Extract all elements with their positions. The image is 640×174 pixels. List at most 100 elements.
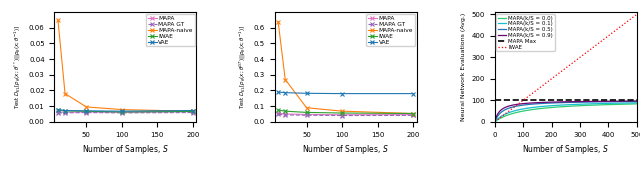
MAPA-naive <box>61 93 69 95</box>
MAPA <box>275 112 282 114</box>
MAPA(k/S = 0.0) <box>630 103 637 105</box>
MAPA(k/S = 0.9) <box>575 101 583 103</box>
VAE <box>303 92 310 94</box>
MAPA(k/S = 0.0) <box>491 121 499 123</box>
Line: MAPA GT: MAPA GT <box>276 113 415 117</box>
Line: IWAE: IWAE <box>495 14 637 122</box>
MAPA(k/S = 0.0) <box>575 105 583 107</box>
MAPA(k/S = 0.1) <box>575 103 583 105</box>
MAPA(k/S = 0.0) <box>633 103 640 105</box>
IWAE <box>282 110 289 112</box>
Legend: MAPA, MAPA GT, MAPA-naive, IWAE, VAE: MAPA, MAPA GT, MAPA-naive, IWAE, VAE <box>146 14 195 46</box>
MAPA GT <box>54 112 62 114</box>
IWAE <box>118 111 125 113</box>
MAPA <box>83 111 90 113</box>
VAE <box>189 109 196 112</box>
MAPA-naive <box>118 109 125 111</box>
Legend: MAPA, MAPA GT, MAPA-naive, IWAE, VAE: MAPA, MAPA GT, MAPA-naive, IWAE, VAE <box>366 14 415 46</box>
MAPA GT <box>409 114 417 116</box>
MAPA(k/S = 0.9) <box>559 101 567 103</box>
MAPA <box>303 113 310 116</box>
MAPA-naive <box>54 19 62 21</box>
MAPA(k/S = 0.0) <box>568 105 575 107</box>
Line: VAE: VAE <box>56 108 195 113</box>
VAE <box>118 110 125 112</box>
MAPA(k/S = 0.9) <box>559 101 566 103</box>
IWAE <box>409 112 417 114</box>
MAPA <box>118 111 125 113</box>
MAPA(k/S = 0.1) <box>559 104 566 106</box>
IWAE <box>559 69 567 71</box>
Line: MAPA(k/S = 0.0): MAPA(k/S = 0.0) <box>495 104 637 122</box>
MAPA(k/S = 0.5) <box>491 120 499 122</box>
MAPA(k/S = 0.5) <box>633 100 640 102</box>
IWAE <box>338 112 346 114</box>
Line: MAPA(k/S = 0.5): MAPA(k/S = 0.5) <box>495 101 637 121</box>
IWAE <box>275 109 282 111</box>
Line: IWAE: IWAE <box>56 108 195 114</box>
MAPA(k/S = 0.1) <box>491 120 499 122</box>
MAPA GT <box>189 112 196 114</box>
MAPA(k/S = 0.5) <box>630 100 637 102</box>
Line: MAPA-naive: MAPA-naive <box>56 18 195 113</box>
MAPA Max <box>491 99 499 101</box>
MAPA(k/S = 0.5) <box>559 102 566 104</box>
MAPA-naive <box>83 106 90 108</box>
MAPA-naive <box>338 110 346 112</box>
MAPA(k/S = 0.0) <box>607 104 615 106</box>
IWAE <box>607 33 615 35</box>
IWAE <box>633 13 640 15</box>
MAPA GT <box>303 114 310 116</box>
Legend: MAPA(k/S = 0.0), MAPA(k/S = 0.1), MAPA(k/S = 0.5), MAPA(k/S = 0.9), MAPA Max, IW: MAPA(k/S = 0.0), MAPA(k/S = 0.1), MAPA(k… <box>497 14 554 51</box>
MAPA GT <box>275 113 282 115</box>
IWAE <box>491 121 499 123</box>
IWAE <box>189 110 196 113</box>
MAPA-naive <box>282 78 289 81</box>
MAPA(k/S = 0.0) <box>559 106 567 108</box>
Line: MAPA-naive: MAPA-naive <box>276 20 415 115</box>
VAE <box>282 92 289 94</box>
MAPA(k/S = 0.1) <box>633 102 640 104</box>
MAPA(k/S = 0.9) <box>633 100 640 102</box>
VAE <box>61 109 69 112</box>
IWAE <box>54 109 62 111</box>
MAPA(k/S = 0.9) <box>607 100 615 102</box>
IWAE <box>575 57 583 59</box>
Y-axis label: Neural Network Evaluations (Avg.): Neural Network Evaluations (Avg.) <box>461 13 466 121</box>
MAPA Max <box>491 99 499 101</box>
Line: MAPA(k/S = 0.1): MAPA(k/S = 0.1) <box>495 103 637 121</box>
MAPA <box>189 111 196 113</box>
IWAE <box>559 70 566 72</box>
MAPA(k/S = 0.9) <box>630 100 637 102</box>
Line: MAPA GT: MAPA GT <box>56 111 195 115</box>
MAPA(k/S = 0.5) <box>607 101 615 103</box>
MAPA(k/S = 0.1) <box>630 102 637 104</box>
MAPA(k/S = 0.9) <box>568 101 575 103</box>
MAPA(k/S = 0.1) <box>559 104 567 106</box>
MAPA GT <box>338 114 346 117</box>
IWAE <box>83 110 90 112</box>
Y-axis label: Test $D_{KL}[p_\theta(x;\theta^{GT})||p_\theta(x;\theta^{-1})]$: Test $D_{KL}[p_\theta(x;\theta^{GT})||p_… <box>237 25 248 109</box>
MAPA(k/S = 0.5) <box>575 101 583 103</box>
Line: VAE: VAE <box>276 90 415 95</box>
MAPA(k/S = 0.5) <box>559 102 567 104</box>
MAPA <box>54 111 62 113</box>
Line: MAPA: MAPA <box>56 110 195 114</box>
MAPA GT <box>282 114 289 116</box>
VAE <box>275 91 282 93</box>
X-axis label: Number of Samples, $S$: Number of Samples, $S$ <box>302 143 389 156</box>
MAPA <box>338 114 346 116</box>
VAE <box>338 93 346 95</box>
IWAE <box>568 62 575 65</box>
MAPA GT <box>83 112 90 114</box>
MAPA <box>409 114 417 116</box>
Line: MAPA: MAPA <box>276 112 415 116</box>
MAPA(k/S = 0.1) <box>607 102 615 104</box>
Y-axis label: Test $D_{KL}[p_\theta(x;\theta^{**})||p_\theta(x;\theta^{-1})]$: Test $D_{KL}[p_\theta(x;\theta^{**})||p_… <box>13 25 24 109</box>
VAE <box>409 93 417 95</box>
MAPA-naive <box>189 110 196 112</box>
MAPA(k/S = 0.5) <box>568 101 575 103</box>
MAPA(k/S = 0.1) <box>568 104 575 106</box>
MAPA-naive <box>303 107 310 109</box>
Line: IWAE: IWAE <box>276 108 415 115</box>
